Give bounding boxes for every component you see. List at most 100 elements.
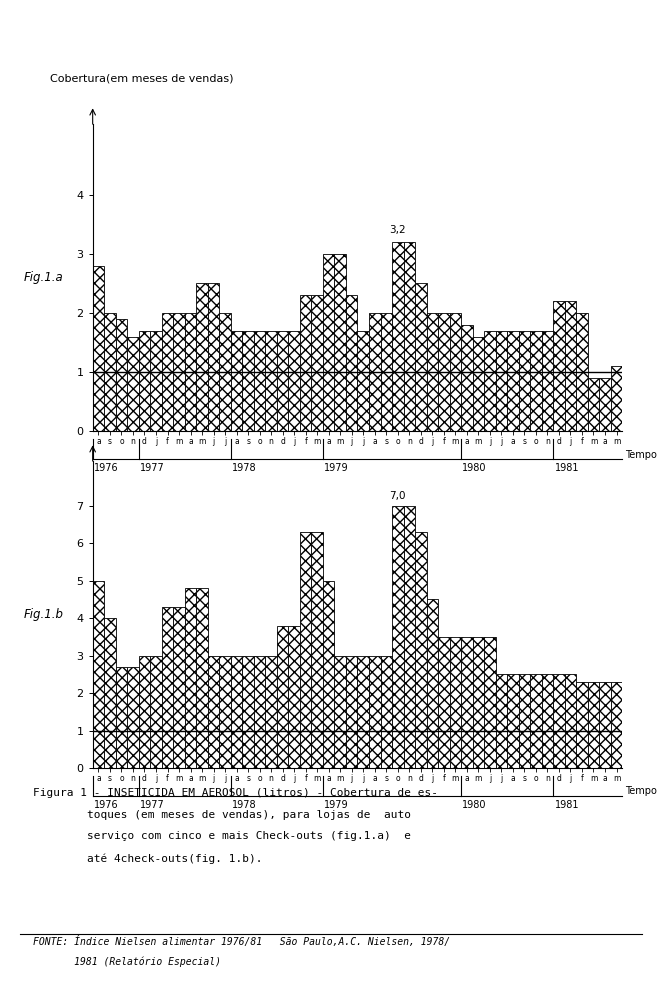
Bar [484, 331, 496, 431]
Text: serviço com cinco e mais Check-outs (fig.1.a)  e: serviço com cinco e mais Check-outs (fig… [33, 831, 411, 841]
Bar [127, 337, 139, 431]
Bar [254, 656, 265, 768]
Bar [438, 637, 449, 768]
Text: Fig.1.b: Fig.1.b [24, 607, 64, 621]
Bar [392, 242, 404, 431]
Bar [381, 313, 392, 431]
Text: Tempo: Tempo [625, 787, 657, 797]
Bar [404, 242, 415, 431]
Bar [588, 378, 599, 431]
Bar [300, 295, 311, 431]
Text: 1980: 1980 [463, 463, 487, 473]
Bar [542, 674, 553, 768]
Bar [496, 674, 507, 768]
Bar [484, 637, 496, 768]
Bar [404, 505, 415, 768]
Bar [93, 266, 104, 431]
Text: FONTE: Índice Nielsen alimentar 1976/81   São Paulo,A.C. Nielsen, 1978/: FONTE: Índice Nielsen alimentar 1976/81 … [33, 936, 450, 947]
Text: 1977: 1977 [140, 800, 165, 810]
Bar [553, 674, 565, 768]
Bar [219, 313, 231, 431]
Bar [449, 637, 461, 768]
Bar [162, 606, 173, 768]
Bar [185, 589, 197, 768]
Bar [461, 637, 473, 768]
Bar [311, 532, 323, 768]
Bar [197, 589, 208, 768]
Bar [323, 254, 334, 431]
Bar [116, 667, 127, 768]
Bar [507, 674, 518, 768]
Bar [208, 656, 219, 768]
Bar [473, 337, 484, 431]
Bar [426, 313, 438, 431]
Bar [197, 283, 208, 431]
Bar [139, 656, 150, 768]
Text: 1977: 1977 [140, 463, 165, 473]
Bar [346, 656, 357, 768]
Bar [254, 331, 265, 431]
Bar [611, 682, 622, 768]
Bar [219, 656, 231, 768]
Bar [449, 313, 461, 431]
Bar [415, 532, 426, 768]
Bar [185, 313, 197, 431]
Text: 1981: 1981 [555, 463, 579, 473]
Bar [392, 505, 404, 768]
Bar [357, 331, 369, 431]
Bar [116, 319, 127, 431]
Bar [265, 331, 277, 431]
Text: até 4check-outs(fig. 1.b).: até 4check-outs(fig. 1.b). [33, 853, 263, 864]
Bar [599, 378, 611, 431]
Text: 1981 (Relatório Especial): 1981 (Relatório Especial) [33, 956, 221, 967]
Bar [139, 331, 150, 431]
Text: 7,0: 7,0 [389, 492, 406, 501]
Bar [208, 283, 219, 431]
Bar [357, 656, 369, 768]
Bar [518, 674, 530, 768]
Bar [611, 366, 622, 431]
Bar [496, 331, 507, 431]
Text: 1978: 1978 [232, 463, 257, 473]
Bar [127, 667, 139, 768]
Bar [565, 674, 576, 768]
Text: 1979: 1979 [324, 463, 349, 473]
Text: Cobertura(em meses de vendas): Cobertura(em meses de vendas) [50, 74, 234, 84]
Bar [242, 331, 254, 431]
Bar [334, 656, 346, 768]
Bar [311, 295, 323, 431]
Bar [93, 581, 104, 768]
Bar [599, 682, 611, 768]
Bar [507, 331, 518, 431]
Bar [576, 313, 588, 431]
Text: Fig.1.a: Fig.1.a [24, 271, 64, 284]
Bar [588, 682, 599, 768]
Bar [104, 313, 116, 431]
Text: toques (em meses de vendas), para lojas de  auto: toques (em meses de vendas), para lojas … [33, 810, 411, 820]
Bar [426, 600, 438, 768]
Bar [277, 625, 289, 768]
Text: Figura 1 - INSETICIDA EM AEROSOL (litros) - Cobertura de es-: Figura 1 - INSETICIDA EM AEROSOL (litros… [33, 788, 438, 798]
Text: 1976: 1976 [94, 463, 118, 473]
Text: 1978: 1978 [232, 800, 257, 810]
Bar [518, 331, 530, 431]
Text: 1979: 1979 [324, 800, 349, 810]
Bar [104, 618, 116, 768]
Text: Tempo: Tempo [625, 450, 657, 460]
Bar [162, 313, 173, 431]
Bar [334, 254, 346, 431]
Bar [530, 331, 542, 431]
Bar [576, 682, 588, 768]
Bar [369, 656, 381, 768]
Bar [150, 656, 162, 768]
Bar [150, 331, 162, 431]
Bar [473, 637, 484, 768]
Bar [438, 313, 449, 431]
Bar [369, 313, 381, 431]
Bar [346, 295, 357, 431]
Bar [415, 283, 426, 431]
Text: 1976: 1976 [94, 800, 118, 810]
Bar [289, 625, 300, 768]
Bar [231, 656, 242, 768]
Bar [242, 656, 254, 768]
